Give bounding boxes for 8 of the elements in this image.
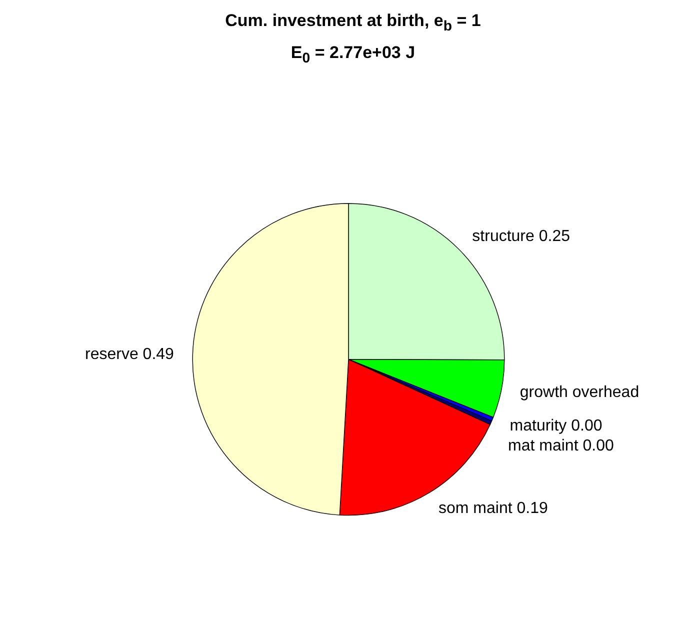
chart-subtitle: E$_{0}$ = 2.77e+03 J — [290, 42, 416, 68]
chart-title: Cum. investment at birth, e$_{b}$ = 1 — [225, 10, 481, 36]
slice-label: maturity 0.00 — [510, 418, 602, 435]
slice-label: structure 0.25 — [472, 228, 570, 246]
slice-label: reserve 0.49 — [85, 346, 174, 363]
slice-label: growth overhead — [520, 384, 640, 402]
slice-label: som maint 0.19 — [438, 500, 548, 517]
slice-label: mat maint 0.00 — [508, 438, 614, 455]
